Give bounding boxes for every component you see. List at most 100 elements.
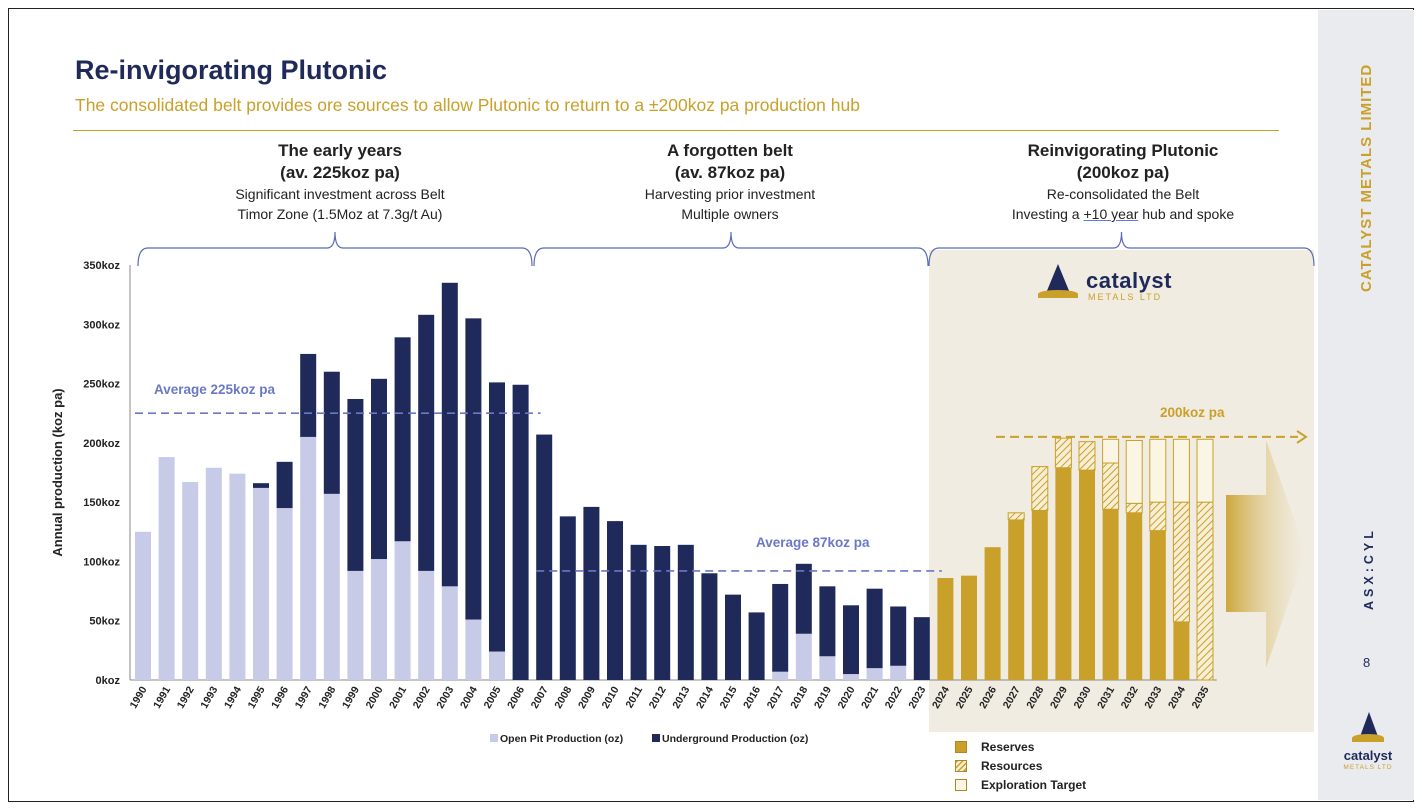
x-tick-label: 2016	[741, 684, 763, 710]
bar-underground	[276, 461, 293, 509]
x-tick-label: 1998	[316, 684, 338, 710]
title-divider	[73, 130, 1279, 131]
logo-sub: METALS LTD	[1088, 292, 1163, 302]
y-tick-label: 150koz	[83, 497, 120, 509]
bar-underground	[418, 314, 435, 571]
era-desc-post: hub and spoke	[1138, 206, 1235, 222]
bar-underground	[725, 594, 741, 680]
bar-exploration-target	[1149, 438, 1167, 503]
ticker-vertical-text: ASX:CYL	[1362, 527, 1376, 610]
era-heading: A forgotten belt	[667, 141, 793, 160]
bar-underground	[654, 546, 671, 680]
bar-open-pit	[890, 665, 907, 680]
chart-logo: catalyst METALS LTD	[1036, 262, 1186, 308]
x-tick-label: 2003	[434, 684, 456, 710]
era-description: Timor Zone (1.5Moz at 7.3g/t Au)	[237, 206, 443, 222]
legend-swatch-solid	[955, 741, 967, 753]
bar-open-pit	[843, 674, 859, 680]
bar-open-pit	[394, 541, 411, 680]
logo-word: catalyst	[1086, 268, 1172, 293]
bar-resources	[1078, 441, 1096, 471]
era-description: Re-consolidated the Belt	[1046, 186, 1200, 202]
x-tick-label: 2010	[600, 684, 622, 710]
x-tick-label: 2014	[694, 684, 716, 710]
bar-underground	[323, 371, 340, 494]
bar-open-pit	[158, 457, 175, 680]
bar-reserves	[1126, 512, 1143, 680]
bar-underground	[394, 337, 411, 542]
x-tick-label: 2008	[552, 684, 574, 710]
bar-reserves	[1031, 510, 1048, 680]
bar-exploration-target	[1125, 439, 1143, 504]
logo-word: catalyst	[1343, 748, 1393, 763]
bar-underground	[913, 617, 930, 680]
logo-wave-icon	[1352, 734, 1384, 742]
target-200-label: 200koz pa	[1160, 405, 1225, 420]
era-description: Harvesting prior investment	[644, 186, 816, 202]
bar-resources	[1172, 501, 1190, 623]
legend-label: Exploration Target	[981, 778, 1087, 792]
bar-open-pit	[323, 493, 340, 680]
bar-reserves	[1149, 530, 1166, 680]
bar-open-pit	[795, 633, 812, 680]
x-tick-label: 2004	[458, 684, 480, 710]
y-tick-label: 350koz	[83, 260, 120, 272]
legend-swatch-light	[955, 779, 967, 791]
x-tick-label: 2000	[364, 684, 386, 710]
x-tick-label: 1996	[269, 684, 291, 710]
x-tick-label: 1991	[151, 684, 173, 710]
x-tick-label: 1995	[246, 684, 268, 710]
era-description: Investing a +10 year hub and spoke	[963, 204, 1283, 224]
bar-underground	[607, 521, 623, 680]
bar-underground	[890, 606, 907, 666]
bar-underground	[253, 483, 269, 488]
y-tick-label: 0koz	[96, 675, 121, 687]
bar-underground	[748, 612, 765, 680]
bracket-early-years	[137, 231, 533, 267]
x-tick-label: 2017	[765, 684, 787, 710]
bar-exploration-target	[1172, 438, 1190, 503]
y-tick-label: 100koz	[83, 556, 120, 568]
bar-open-pit	[465, 619, 482, 680]
legend-swatch-underground	[652, 734, 660, 742]
bar-resources	[1125, 502, 1143, 514]
x-tick-label: 1990	[128, 684, 150, 710]
future-arrow-shape	[1226, 440, 1306, 668]
bar-reserves	[937, 578, 954, 680]
bracket-forgotten-belt	[533, 231, 929, 267]
bar-open-pit	[253, 487, 269, 680]
bar-reserves	[1173, 621, 1190, 680]
x-tick-label: 2006	[505, 684, 527, 710]
x-tick-label: 2007	[529, 684, 551, 710]
bar-exploration-target	[1102, 438, 1120, 464]
bar-underground	[371, 378, 387, 560]
era-forgotten-belt: A forgotten belt (av. 87koz pa) Harvesti…	[570, 140, 890, 224]
legend-label: Resources	[981, 759, 1043, 773]
bar-underground	[843, 605, 859, 675]
bar-open-pit	[866, 668, 883, 680]
x-tick-label: 1994	[222, 684, 244, 710]
legend-swatch-hatched	[955, 760, 967, 772]
era-description: Multiple owners	[681, 206, 779, 222]
bracket-reinvigorating	[928, 231, 1315, 267]
bar-underground	[559, 516, 576, 680]
x-tick-label: 2013	[670, 684, 692, 710]
bar-underground	[536, 434, 553, 680]
bar-underground	[772, 583, 789, 672]
bar-open-pit	[819, 656, 836, 680]
page-title: Re-invigorating Plutonic	[75, 55, 388, 85]
logo-sub: METALS LTD	[1343, 764, 1393, 771]
y-axis-title: Annual production (koz pa)	[50, 388, 65, 556]
bar-open-pit	[276, 508, 293, 680]
x-tick-label: 1999	[340, 684, 362, 710]
x-tick-label: 2021	[859, 684, 881, 710]
bar-open-pit	[300, 436, 317, 680]
era-early-years: The early years (av. 225koz pa) Signific…	[180, 140, 500, 224]
legend-label: Reserves	[981, 740, 1035, 754]
legend-label-open-pit: Open Pit Production (oz)	[500, 733, 623, 745]
x-tick-label: 2011	[623, 684, 645, 710]
x-tick-label: 2005	[482, 684, 504, 710]
y-tick-label: 50koz	[89, 616, 120, 628]
side-logo: catalyst METALS LTD	[1338, 710, 1398, 780]
